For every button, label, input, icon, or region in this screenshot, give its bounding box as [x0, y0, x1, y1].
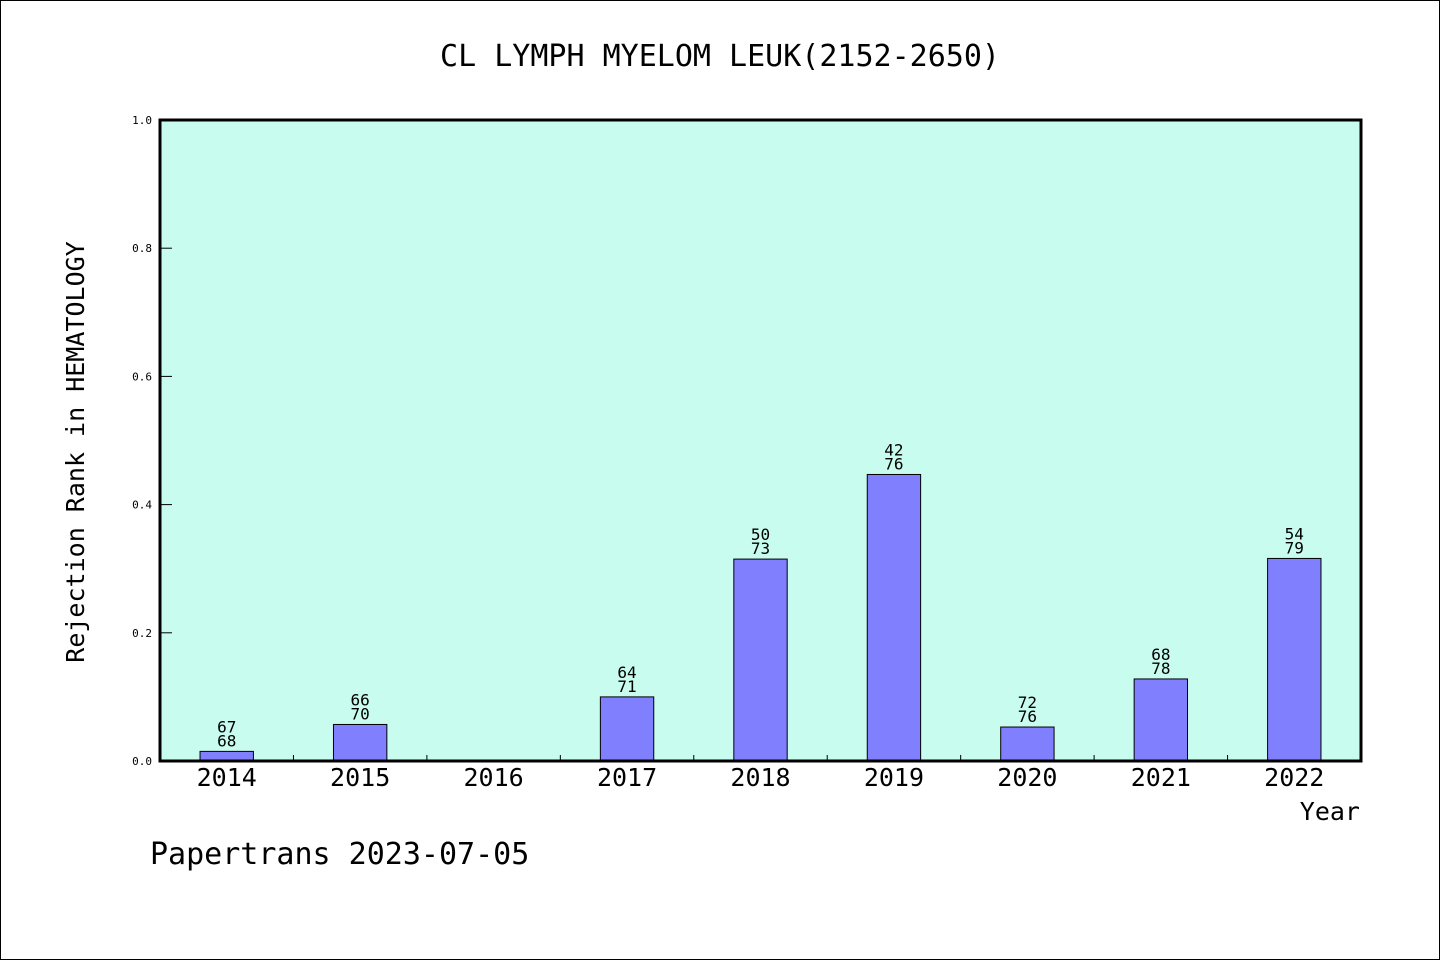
y-tick-label: 0.2: [132, 627, 152, 640]
bar-label-bottom: 78: [1151, 659, 1170, 678]
bar-label-top: 54: [1285, 524, 1304, 543]
x-tick-label: 2018: [730, 763, 790, 792]
x-axis-label: Year: [1300, 797, 1360, 826]
bar-label-bottom: 73: [751, 539, 770, 558]
bar-label-bottom: 68: [217, 731, 236, 750]
chart-title: CL LYMPH MYELOM LEUK(2152-2650): [440, 39, 1000, 74]
bar-label-bottom: 70: [351, 704, 370, 723]
y-axis-ticks: 0.0 0.2 0.4 0.6 0.8 1.0: [132, 114, 172, 768]
x-tick-label: 2015: [330, 763, 390, 792]
bar: [1000, 726, 1055, 762]
y-tick-label: 0.0: [132, 755, 152, 768]
bar: [866, 473, 922, 762]
bar-label-top: 64: [617, 663, 636, 682]
bar-label-top: 67: [217, 717, 236, 736]
bar: [733, 558, 788, 762]
x-tick-label: 2022: [1264, 763, 1324, 792]
x-tick-label: 2019: [864, 763, 924, 792]
bar-label-bottom: 79: [1285, 538, 1304, 557]
bar-label-bottom: 76: [1018, 707, 1037, 726]
x-axis-ticks: 2014 2015 2016 2017 2018 2019 2020 2021 2022: [197, 755, 1324, 792]
bar: [1267, 557, 1322, 762]
bar-label-top: 68: [1151, 645, 1170, 664]
y-tick-label: 0.4: [132, 499, 152, 512]
bar: [332, 723, 388, 762]
x-tick-label: 2016: [464, 763, 524, 792]
bar: [599, 696, 655, 762]
x-tick-label: 2020: [997, 763, 1057, 792]
bar: [1133, 678, 1189, 762]
bar-label-top: 50: [751, 525, 770, 544]
x-tick-label: 2017: [597, 763, 657, 792]
y-tick-label: 0.6: [132, 370, 152, 383]
bar-label-top: 72: [1018, 693, 1037, 712]
footer-text: Papertrans 2023-07-05: [150, 837, 529, 872]
bar-label-bottom: 76: [884, 454, 903, 473]
bar-label-bottom: 71: [617, 677, 636, 696]
y-tick-label: 0.8: [132, 242, 152, 255]
bar-label-top: 66: [351, 690, 370, 709]
x-tick-label: 2021: [1131, 763, 1191, 792]
plot-frame: [158, 118, 1363, 763]
x-tick-label: 2014: [197, 763, 257, 792]
y-axis-label: Rejection Rank in HEMATOLOGY: [61, 241, 90, 662]
y-tick-label: 1.0: [132, 114, 152, 127]
bar-label-top: 42: [884, 440, 903, 459]
